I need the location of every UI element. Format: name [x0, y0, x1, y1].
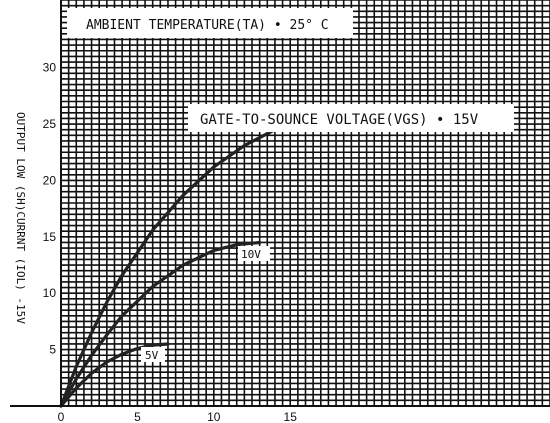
y-tick-label: 5	[49, 343, 56, 357]
y-tick-label: 10	[43, 286, 57, 300]
x-tick-labels: 0 5 10 15	[58, 410, 298, 423]
y-tick-labels: 5 10 15 20 25 30	[43, 61, 57, 357]
series-label-10v: 10V	[241, 248, 261, 261]
x-tick-label: 15	[284, 410, 298, 423]
x-tick-label: 0	[58, 410, 65, 423]
series-line-2	[59, 342, 170, 408]
chart-title: AMBIENT TEMPERATURE(TA) • 25° C	[86, 18, 329, 33]
title-box	[67, 8, 353, 38]
x-tick-label: 5	[134, 410, 141, 423]
series-line-1	[59, 240, 262, 408]
grid	[61, 0, 550, 406]
series-label-5v: 5V	[145, 349, 159, 362]
y-tick-label: 30	[43, 61, 57, 75]
y-axis-label: OUTPUT LOW (SH)CURRNT (IOL) -15V	[14, 112, 27, 324]
series-label-box-5v	[141, 347, 165, 362]
y-tick-label: 15	[43, 230, 57, 244]
y-tick-label: 20	[43, 173, 57, 187]
series-label-vgs15: GATE-TO-SOUNCE VOLTAGE(VGS) • 15V	[200, 112, 479, 128]
x-tick-label: 10	[207, 410, 221, 423]
series-label-box-vgs15	[188, 104, 514, 132]
series-label-box-10v	[238, 246, 270, 261]
y-tick-label: 25	[43, 117, 57, 131]
